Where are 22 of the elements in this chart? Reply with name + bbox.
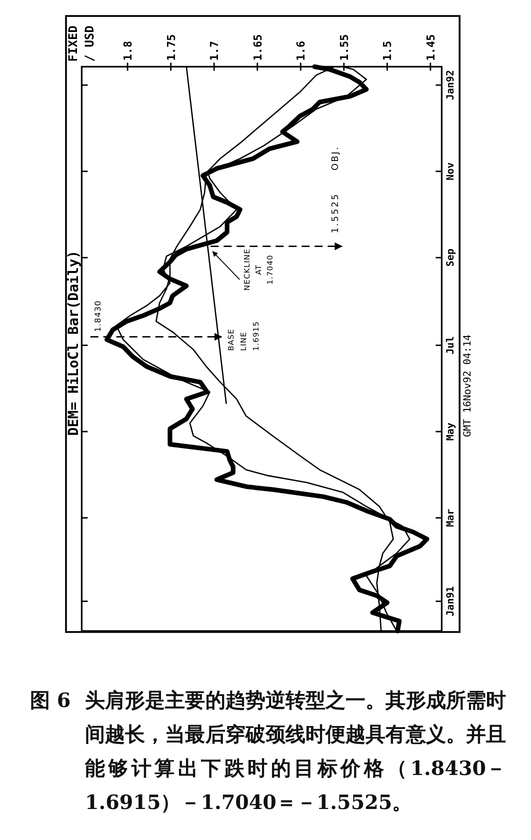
y-tick-label: Jul: [445, 336, 456, 354]
y-axis-title: FIXED / USD: [66, 26, 96, 62]
y-tick-label: Mar: [445, 508, 456, 527]
y-tick-label: Jan92: [445, 70, 456, 100]
annotation: 1.5525 OBJ.: [330, 146, 341, 234]
text: GMT 16Nov92 04:14: [462, 334, 474, 437]
y-tick-label: Sep: [445, 248, 456, 267]
y-tick-label: Jan91: [445, 586, 456, 616]
text: DEM= HiLoCl Bar(Daily): [66, 250, 82, 436]
x-tick-label: 1.6: [294, 40, 308, 61]
x-tick-label: 1.75: [164, 34, 178, 61]
x-tick-label: 1.55: [337, 34, 350, 61]
x-tick-label: 1.8: [121, 40, 134, 61]
y-tick-label: Nov: [445, 162, 456, 180]
annotation: 1.8430: [92, 300, 102, 332]
text: 头肩形是主要的趋势逆转型之一。其形成所需时间越长，当最后穿破颈线时便越具有意义。并且能够计算出下跌时的目标价格（1.8430－1.6915）－1.7040＝－1.5525。: [85, 687, 506, 816]
caption: 图 6: [30, 687, 71, 714]
y-tick-label: May: [445, 422, 456, 441]
x-tick-label: 1.45: [424, 34, 437, 61]
x-tick-label: 1.7: [208, 40, 221, 61]
x-tick-label: 1.5: [380, 40, 394, 61]
x-tick-label: 1.65: [250, 34, 264, 61]
